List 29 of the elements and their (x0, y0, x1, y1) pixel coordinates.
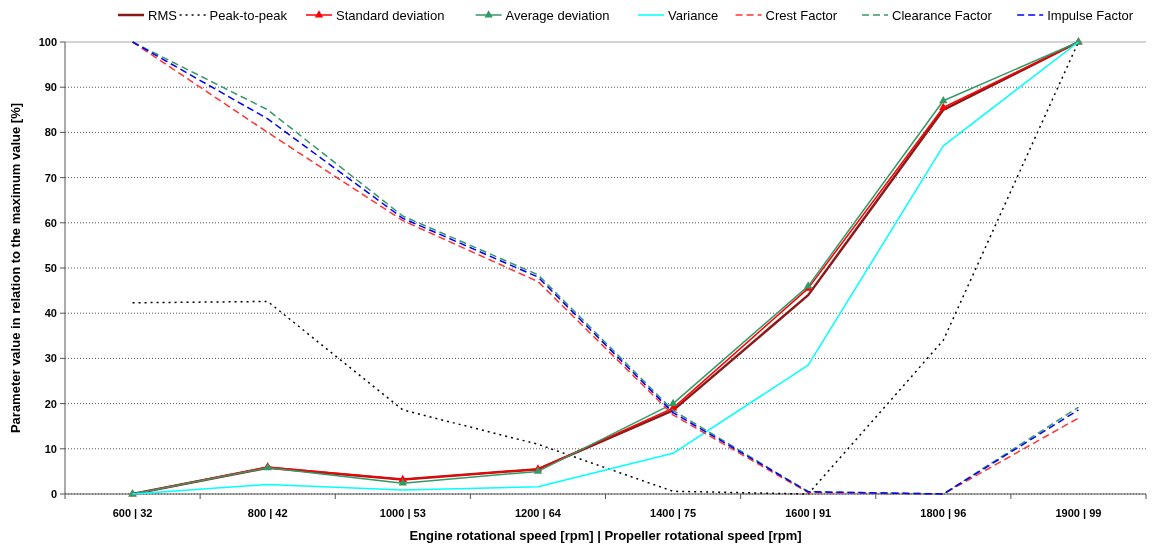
legend-label: RMS (148, 8, 178, 23)
y-tick-label: 10 (44, 442, 57, 455)
y-tick-label: 20 (44, 397, 57, 410)
x-tick-label: 1200 | 64 (514, 507, 562, 519)
x-tick-label: 1900 | 99 (1055, 507, 1102, 519)
x-tick-label: 1800 | 96 (920, 507, 967, 519)
legend-label: Standard deviation (336, 8, 445, 23)
legend-label: Clearance Factor (892, 8, 993, 23)
x-tick-label: 1600 | 91 (785, 507, 832, 519)
legend-label: Impulse Factor (1047, 8, 1134, 23)
y-tick-label: 60 (44, 216, 57, 229)
legend-label: Crest Factor (765, 8, 838, 23)
x-tick-label: 800 | 42 (247, 507, 288, 519)
legend-label: Variance (668, 8, 719, 23)
y-tick-label: 40 (44, 307, 57, 320)
legend-label: Average deviation (505, 8, 610, 23)
y-tick-label: 90 (44, 81, 57, 94)
legend-label: Peak-to-peak (209, 8, 288, 23)
x-tick-label: 1000 | 53 (379, 507, 426, 519)
y-tick-label: 80 (44, 126, 57, 139)
y-tick-label: 70 (44, 171, 57, 184)
y-tick-label: 100 (38, 36, 57, 48)
y-tick-label: 50 (44, 262, 57, 274)
y-axis-title: Parameter value in relation to the maximum value [%] (8, 102, 23, 434)
x-axis-title: Engine rotational speed [rpm] | Propeller rotational speed [rpm] (409, 528, 802, 543)
y-tick-label: 0 (50, 488, 57, 500)
x-tick-label: 1400 | 75 (650, 507, 697, 519)
y-tick-label: 30 (44, 352, 57, 365)
x-tick-label: 600 | 32 (112, 507, 153, 519)
